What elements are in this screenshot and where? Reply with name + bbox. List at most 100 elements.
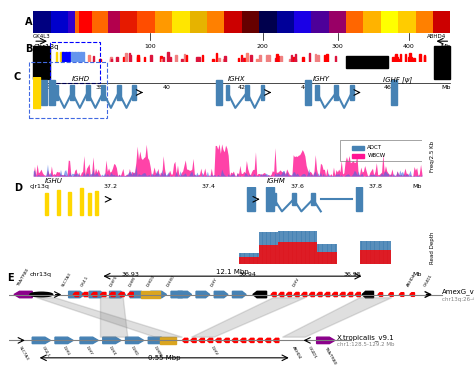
Bar [269, 232, 271, 264]
Bar [350, 85, 354, 100]
Bar [162, 59, 163, 66]
Bar [74, 52, 75, 72]
Polygon shape [232, 338, 237, 342]
Bar [295, 231, 297, 264]
Bar [130, 55, 131, 70]
Bar [368, 241, 369, 264]
Bar [141, 291, 160, 298]
Text: 100: 100 [144, 44, 156, 49]
Bar [296, 242, 298, 264]
Bar [331, 244, 333, 264]
Polygon shape [356, 292, 360, 297]
Polygon shape [103, 337, 121, 344]
Bar [326, 252, 328, 264]
Bar [295, 242, 297, 264]
Bar [292, 58, 294, 67]
Bar [377, 250, 378, 264]
Text: D: D [14, 183, 22, 193]
Bar [330, 244, 332, 264]
Bar [399, 59, 400, 66]
Bar [295, 54, 296, 71]
Bar [324, 244, 325, 264]
Bar [251, 257, 252, 264]
Bar [278, 231, 280, 264]
Text: X.tropicalis_v9.1: X.tropicalis_v9.1 [337, 334, 395, 341]
Bar [277, 245, 278, 264]
Text: chr1:128.5-129.2 Mb: chr1:128.5-129.2 Mb [337, 342, 395, 348]
Polygon shape [325, 292, 330, 297]
Bar [313, 231, 315, 264]
Polygon shape [148, 337, 166, 344]
Bar [289, 231, 290, 264]
Text: chr13q:26-49 Mb: chr13q:26-49 Mb [442, 297, 474, 302]
Text: IGHV: IGHV [292, 276, 301, 287]
Text: GK4.1: GK4.1 [41, 346, 51, 359]
Bar [244, 252, 246, 264]
Bar [137, 57, 139, 68]
Bar [255, 257, 256, 264]
Bar [364, 11, 381, 33]
Polygon shape [128, 292, 133, 297]
Polygon shape [362, 291, 374, 298]
Text: 12.1 Mbp: 12.1 Mbp [216, 269, 249, 275]
Bar [242, 257, 243, 264]
Bar [334, 252, 336, 264]
Bar [290, 231, 292, 264]
Text: IGHF [ψ]: IGHF [ψ] [383, 76, 412, 83]
Bar [274, 245, 276, 264]
Polygon shape [332, 292, 337, 297]
Bar [315, 54, 317, 71]
Bar [370, 250, 372, 264]
Bar [190, 11, 207, 33]
Bar [302, 57, 303, 68]
Bar [380, 241, 381, 264]
Bar [181, 59, 182, 66]
Text: IGHX0: IGHX0 [166, 274, 176, 287]
Bar [385, 241, 386, 264]
Bar [335, 252, 337, 264]
Bar [75, 11, 108, 33]
Bar [416, 11, 433, 33]
Text: 400: 400 [403, 44, 414, 49]
Bar [249, 257, 251, 264]
Bar [99, 59, 101, 66]
Bar [186, 55, 187, 70]
Bar [248, 257, 250, 264]
Bar [224, 11, 242, 33]
Bar [282, 231, 283, 264]
Bar [238, 58, 239, 66]
Bar [261, 232, 263, 264]
Polygon shape [151, 291, 166, 298]
Polygon shape [347, 292, 353, 297]
Bar [255, 252, 256, 264]
Text: 36.95: 36.95 [343, 272, 361, 277]
Bar [346, 11, 364, 33]
Bar [308, 242, 310, 264]
Bar [292, 242, 294, 264]
Polygon shape [171, 291, 187, 298]
Bar [366, 250, 368, 264]
Bar [103, 11, 120, 33]
Bar [317, 244, 319, 264]
Bar [56, 52, 57, 72]
Bar [273, 232, 274, 264]
Bar [278, 56, 279, 69]
Text: 35: 35 [96, 85, 104, 90]
Bar [325, 252, 327, 264]
Bar [283, 242, 285, 264]
Bar [261, 245, 263, 264]
Bar [311, 193, 315, 206]
Text: 37.2: 37.2 [104, 184, 118, 189]
Polygon shape [410, 293, 414, 297]
Bar [363, 241, 364, 264]
Bar [101, 85, 105, 100]
Bar [117, 85, 120, 100]
Bar [265, 232, 267, 264]
Bar [252, 257, 254, 264]
Bar [246, 53, 247, 72]
Bar [303, 231, 304, 264]
Polygon shape [317, 337, 335, 344]
Text: 46: 46 [384, 85, 392, 90]
Polygon shape [214, 291, 228, 298]
Bar [266, 55, 268, 69]
